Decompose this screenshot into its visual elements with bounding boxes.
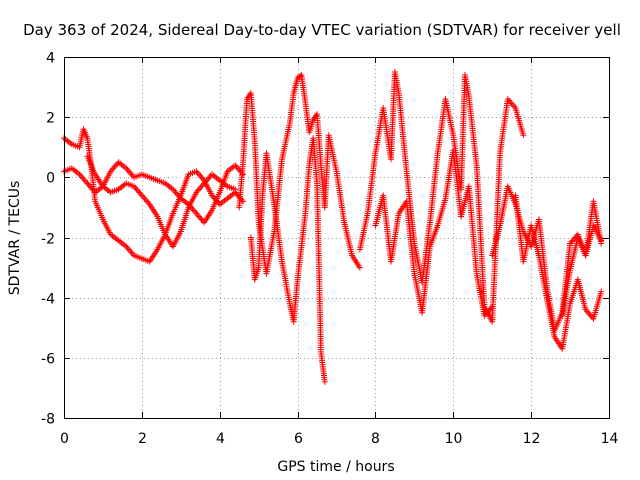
data-series: [356, 69, 527, 325]
data-series: [372, 147, 496, 319]
data-point: [598, 288, 605, 295]
y-tick-label: 2: [46, 111, 55, 127]
data-series: [247, 135, 328, 385]
x-tick-label: 6: [294, 431, 303, 447]
y-axis-label: SDTVAR / TECUs: [7, 181, 23, 296]
y-tick-label: -6: [41, 352, 55, 368]
chart-title: Day 363 of 2024, Sidereal Day-to-day VTE…: [23, 21, 621, 39]
x-tick-label: 10: [445, 431, 463, 447]
x-tick-label: 14: [601, 431, 619, 447]
data-point: [240, 171, 247, 178]
x-tick-label: 12: [523, 431, 541, 447]
x-tick-labels: 0 2 4 6 8 10 12 14: [60, 431, 618, 447]
y-tick-label: -8: [41, 412, 55, 428]
y-tick-label: -4: [41, 292, 55, 308]
data-series: [559, 222, 605, 319]
axis-ticks: [64, 57, 610, 419]
data-point: [321, 378, 328, 385]
x-axis-label: GPS time / hours: [277, 459, 394, 475]
data-points: [61, 69, 605, 385]
data-point: [598, 237, 605, 244]
x-tick-label: 2: [138, 431, 147, 447]
x-tick-label: 0: [60, 431, 69, 447]
data-point: [356, 264, 363, 271]
data-series: [236, 72, 363, 277]
data-point: [489, 303, 496, 310]
data-series: [61, 126, 247, 265]
x-tick-label: 8: [371, 431, 380, 447]
y-tick-label: -2: [41, 232, 55, 248]
y-tick-labels: -8 -6 -4 -2 0 2 4: [41, 51, 55, 428]
data-series: [84, 153, 239, 250]
y-tick-label: 4: [46, 51, 55, 67]
x-tick-label: 4: [216, 431, 225, 447]
y-tick-label: 0: [46, 171, 55, 187]
data-point: [520, 132, 527, 139]
data-point: [232, 186, 239, 193]
data-series: [512, 192, 605, 352]
